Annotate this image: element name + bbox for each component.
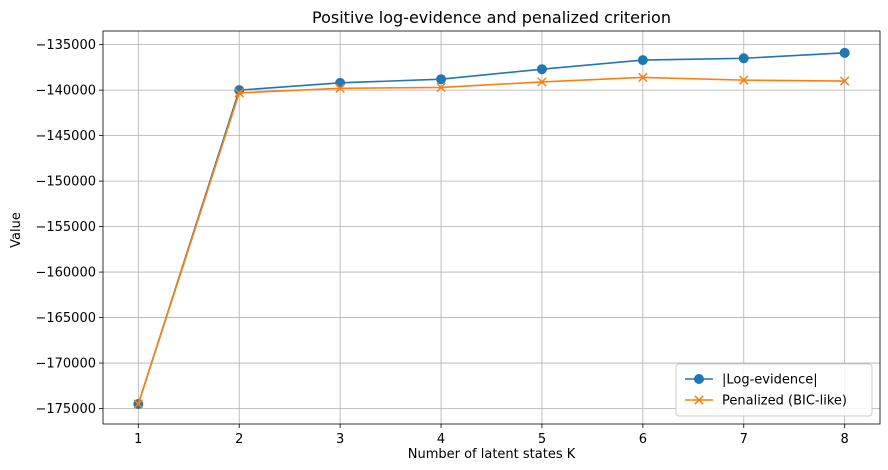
series-1-point (536, 64, 547, 75)
x-tick-label: 3 (336, 432, 344, 447)
series-1-point (738, 53, 749, 64)
x-marker-stroke (234, 88, 244, 98)
legend-marker (694, 395, 704, 405)
x-marker-stroke (739, 75, 749, 85)
series-2-point (739, 75, 749, 85)
legend-marker (694, 374, 704, 384)
x-tick-label: 4 (437, 432, 445, 447)
x-marker-stroke (694, 395, 704, 405)
series-line-2 (137, 76, 845, 405)
legend-label: |Log-evidence| (722, 373, 818, 388)
series-2-point (436, 82, 446, 93)
x-tick-label: 1 (134, 432, 142, 447)
x-tick-label: 7 (740, 432, 748, 447)
y-tick-label: −140000 (35, 84, 96, 99)
y-tick-label: −145000 (35, 129, 96, 144)
grid (103, 31, 880, 424)
x-marker-stroke (537, 77, 547, 87)
y-tick-label: −155000 (35, 220, 96, 235)
series-1-point (637, 55, 648, 66)
series (133, 47, 850, 409)
series-2-point (234, 88, 244, 98)
y-tick-label: −135000 (35, 38, 96, 53)
x-marker-stroke (638, 72, 648, 83)
x-tick-label: 5 (538, 432, 546, 447)
legend-label: Penalized (BIC-like) (722, 394, 847, 409)
series-2-point (537, 77, 547, 87)
series-line-1 (137, 52, 845, 405)
y-axis-title: Value (9, 212, 24, 248)
x-axis-title: Number of latent states K (408, 447, 576, 462)
plot-frame (102, 30, 881, 425)
legend: |Log-evidence| Penalized (BIC-like) (675, 363, 873, 417)
x-tick-label: 8 (841, 432, 849, 447)
series-1-point (839, 47, 850, 58)
series-1-point (436, 74, 447, 85)
x-marker-stroke (335, 83, 345, 94)
x-marker-stroke (133, 399, 144, 409)
y-tick-label: −160000 (35, 266, 96, 281)
legend-box (675, 363, 873, 417)
axes: 1 2 3 4 5 6 7 8 −175000 −170000 −165000 −160000 −155… (35, 30, 881, 447)
x-marker-stroke (839, 76, 850, 86)
y-tick-label: −150000 (35, 175, 96, 190)
x-tick-label: 2 (235, 432, 243, 447)
series-2-point (335, 83, 345, 94)
chart-title: Positive log-evidence and penalized crit… (312, 8, 671, 27)
series-2-point (638, 72, 648, 83)
y-tick-label: −165000 (35, 311, 96, 326)
series-2-point (133, 399, 144, 409)
y-tick-label: −170000 (35, 357, 96, 372)
x-tick-label: 6 (639, 432, 647, 447)
series-2-point (839, 76, 850, 86)
x-marker-stroke (436, 82, 446, 93)
y-tick-label: −175000 (35, 402, 96, 417)
